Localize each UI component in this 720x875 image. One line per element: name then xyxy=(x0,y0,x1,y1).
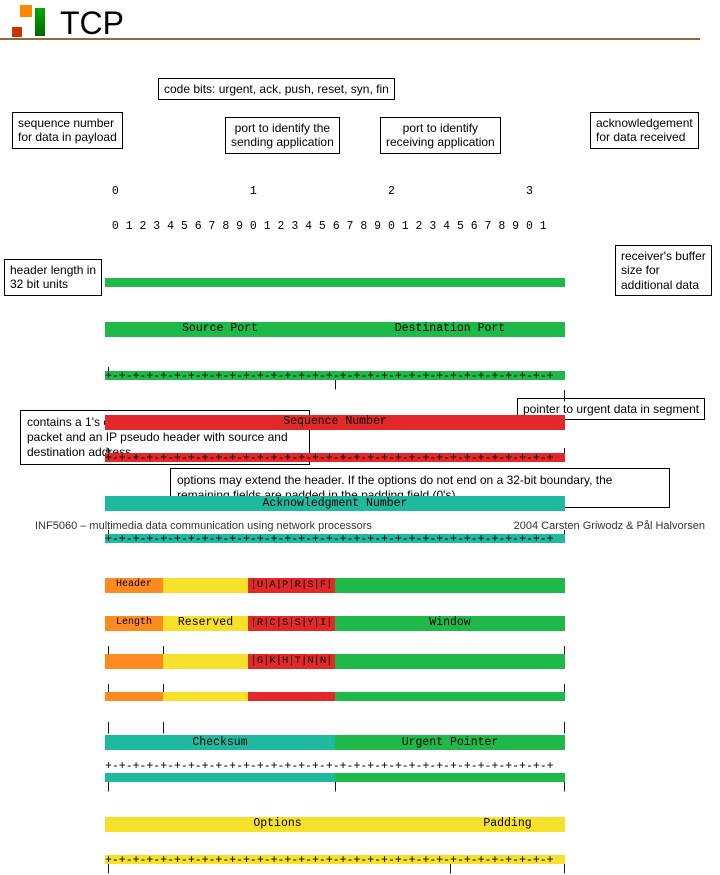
field-source-port: Source Port xyxy=(105,322,335,337)
callout-src-port: port to identify the sending application xyxy=(225,117,340,154)
row-seq: Sequence Number || xyxy=(105,415,630,430)
page-title: TCP xyxy=(60,5,124,42)
decor-bar-green xyxy=(35,8,45,36)
field-urgent-ptr: Urgent Pointer xyxy=(335,735,565,750)
bit-ruler-tens: 0 1 2 3 xyxy=(105,186,630,198)
callout-dst-port: port to identify receiving application xyxy=(380,117,501,154)
footer-left: INF5060 – multimedia data communication … xyxy=(35,520,372,532)
callout-code-bits: code bits: urgent, ack, push, reset, syn… xyxy=(158,78,395,100)
row-ports: Source Port Destination Port | | | xyxy=(105,322,630,337)
field-padding: Padding xyxy=(450,817,565,832)
field-ack-number: Acknowledgment Number xyxy=(105,496,565,511)
row-flags-1: Header |U|A|P|R|S|F| ||| xyxy=(105,578,630,593)
footer-right: 2004 Carsten Griwodz & Pål Halvorsen xyxy=(514,520,705,532)
tcp-header-diagram: 0 1 2 3 0 1 2 3 4 5 6 7 8 9 0 1 2 3 4 5 … xyxy=(105,163,630,875)
field-flags: |U|A|P|R|S|F| xyxy=(248,578,335,593)
field-header-length: Header xyxy=(105,578,163,593)
field-checksum: Checksum xyxy=(105,735,335,750)
row-checksum-urgent: Checksum Urgent Pointer ||| xyxy=(105,735,630,750)
field-seq-number: Sequence Number xyxy=(105,415,565,430)
callout-seq-num: sequence number for data in payload xyxy=(12,112,123,149)
sep-1: +-+-+-+-+-+-+-+-+-+-+-+-+-+-+-+-+-+-+-+-… xyxy=(105,278,630,287)
decor-square-orange xyxy=(20,5,32,17)
field-window xyxy=(335,578,565,593)
decor-square-red xyxy=(12,27,22,37)
bit-ruler-ones: 0 1 2 3 4 5 6 7 8 9 0 1 2 3 4 5 6 7 8 9 … xyxy=(105,221,630,233)
field-options: Options xyxy=(105,817,450,832)
field-reserved xyxy=(163,578,248,593)
row-flags-2: Length Reserved |R|C|S|S|Y|I| Window ||| xyxy=(105,616,630,631)
row-flags-3: |G|K|H|T|N|N| ||| xyxy=(105,654,630,669)
row-ack: Acknowledgment Number || xyxy=(105,496,630,511)
field-dest-port: Destination Port xyxy=(335,322,565,337)
callout-hlen: header length in 32 bit units xyxy=(4,259,102,296)
callout-ack: acknowledgement for data received xyxy=(590,112,699,149)
row-options-padding: Options Padding ||| xyxy=(105,817,630,832)
